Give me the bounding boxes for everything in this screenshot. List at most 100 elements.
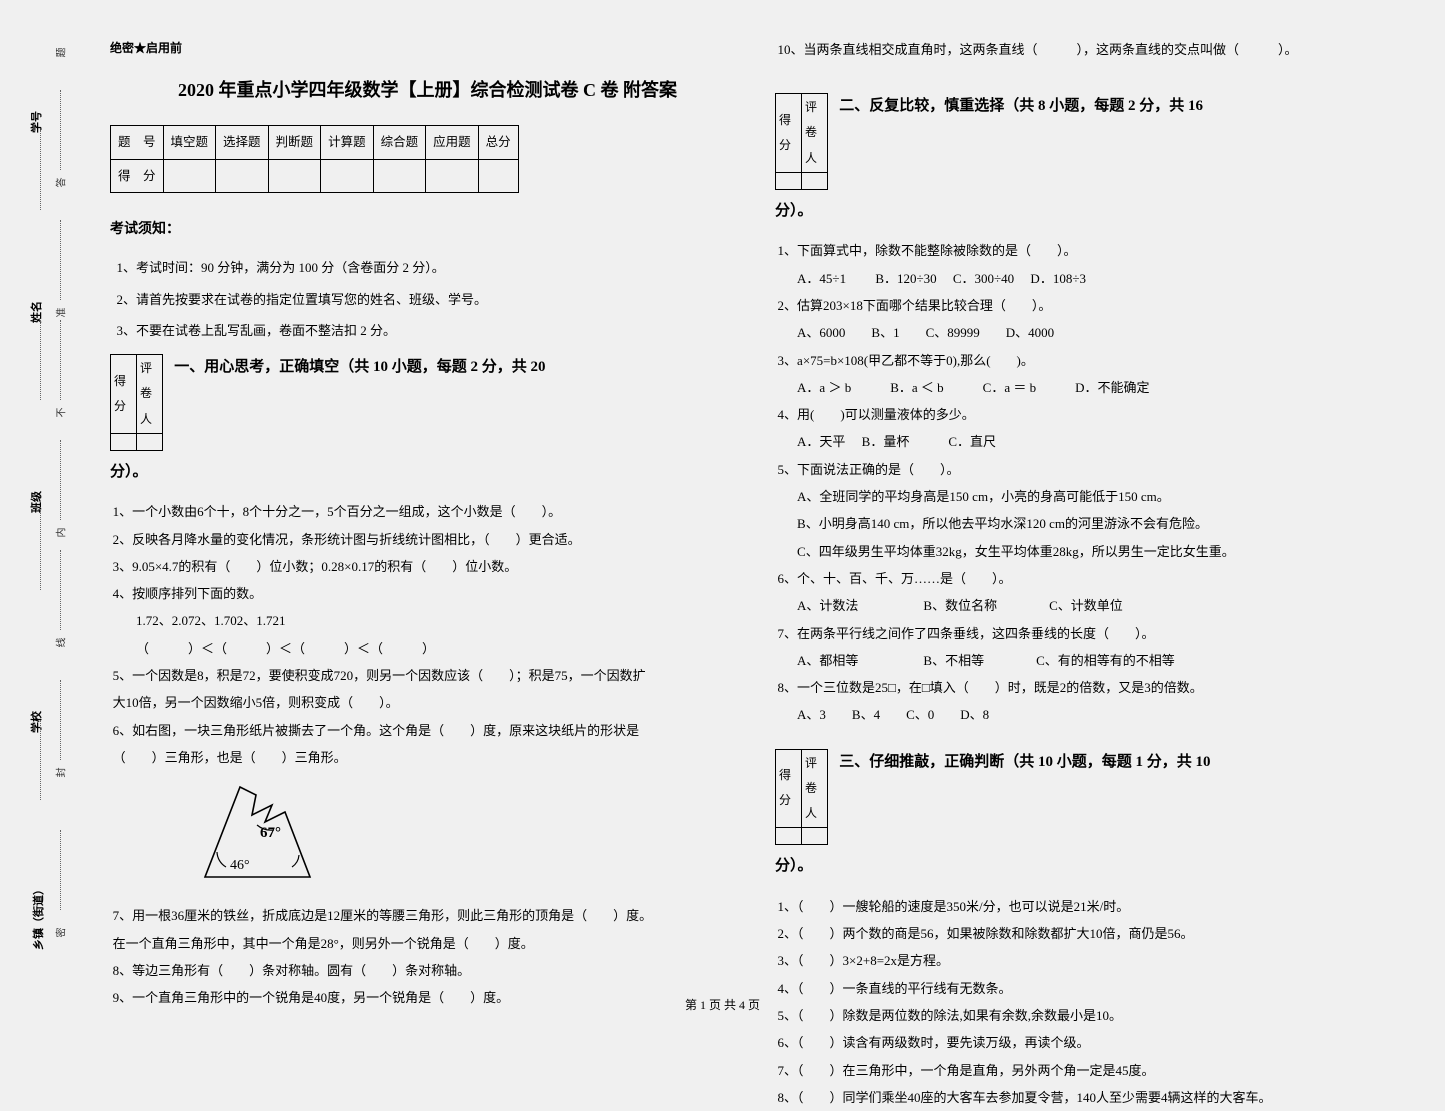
sb-blank (801, 172, 827, 189)
th: 填空题 (163, 126, 216, 159)
sb-blank (801, 828, 827, 845)
seal-mi: 密 (53, 928, 68, 938)
q-choice-4-opts: A．天平 B．量杯 C．直尺 (775, 428, 1385, 455)
score-table: 题 号 填空题 选择题 判断题 计算题 综合题 应用题 总分 得 分 (110, 125, 519, 193)
paper: 绝密★启用前 2020 年重点小学四年级数学【上册】综合检测试卷 C 卷 附答案… (110, 30, 1385, 970)
sb-label: 得分 (775, 749, 801, 828)
seal-nei: 内 (53, 528, 68, 538)
q-fill-1: 1、一个小数由6个十，8个十分之一，5个百分之一组成，这个小数是（ ）。 (110, 498, 745, 525)
td (426, 159, 479, 192)
angle-67: 67° (260, 825, 281, 841)
sb-label: 评卷人 (137, 355, 163, 434)
right-column: 10、当两条直线相交成直角时，这两条直线（ ），这两条直线的交点叫做（ ）。 得… (775, 30, 1385, 970)
q-fill-2: 2、反映各月降水量的变化情况，条形统计图与折线统计图相比，（ ）更合适。 (110, 526, 745, 553)
binding-xx: 学校 (28, 711, 44, 733)
q-choice-7-opts: A、都相等 B、不相等 C、有的相等有的不相等 (775, 647, 1385, 674)
table-row: 题 号 填空题 选择题 判断题 计算题 综合题 应用题 总分 (111, 126, 519, 159)
notice-heading: 考试须知： (110, 215, 745, 244)
th: 计算题 (321, 126, 374, 159)
q-fill-6a: 6、如右图，一块三角形纸片被撕去了一个角。这个角是（ ）度，原来这块纸片的形状是 (110, 717, 745, 744)
q-choice-1: 1、下面算式中，除数不能整除被除数的是（ ）。 (775, 237, 1385, 264)
td (268, 159, 321, 192)
sb-blank (111, 433, 137, 450)
section-3-head: 得分评卷人 三、仔细推敲，正确判断（共 10 小题，每题 1 分，共 10 (775, 743, 1385, 848)
q-judge-6: 6、（ ）读含有两级数时，要先读万级，再读个级。 (775, 1029, 1385, 1056)
secret-line: 绝密★启用前 (110, 36, 745, 61)
angle-46: 46° (230, 858, 250, 873)
seal-feng: 封 (53, 768, 68, 778)
td (216, 159, 269, 192)
td (478, 159, 518, 192)
section-1-title-tail: 分）。 (110, 457, 745, 489)
q-judge-7: 7、（ ）在三角形中，一个角是直角，另外两个角一定是45度。 (775, 1057, 1385, 1084)
q-judge-5: 5、（ ）除数是两位数的除法,如果有余数,余数最小是10。 (775, 1002, 1385, 1029)
sb-label: 得分 (111, 355, 137, 434)
q-choice-8: 8、一个三位数是25□，在□填入（ ）时，既是2的倍数，又是3的倍数。 (775, 674, 1385, 701)
section-3-title: 三、仔细推敲，正确判断（共 10 小题，每题 1 分，共 10 (831, 743, 1210, 779)
q-choice-5b: B、小明身高140 cm，所以他去平均水深120 cm的河里游泳不会有危险。 (775, 510, 1385, 537)
td (163, 159, 216, 192)
th: 题 号 (111, 126, 164, 159)
th: 综合题 (373, 126, 426, 159)
th: 选择题 (216, 126, 269, 159)
sb-label: 得分 (775, 94, 801, 173)
th: 判断题 (268, 126, 321, 159)
sb-label: 评卷人 (801, 94, 827, 173)
q-fill-10: 10、当两条直线相交成直角时，这两条直线（ ），这两条直线的交点叫做（ ）。 (775, 36, 1385, 63)
q-judge-8: 8、（ ）同学们乘坐40座的大客车去参加夏令营，140人至少需要4辆这样的大客车… (775, 1084, 1385, 1111)
sb-blank (775, 172, 801, 189)
section-1-head: 得分评卷人 一、用心思考，正确填空（共 10 小题，每题 2 分，共 20 (110, 348, 745, 453)
seal-zhun: 准 (53, 308, 68, 318)
th: 应用题 (426, 126, 479, 159)
grader-box: 得分评卷人 (110, 354, 163, 451)
q-fill-5a: 5、一个因数是8，积是72，要使积变成720，则另一个因数应该（ ）；积是75，… (110, 662, 745, 689)
td (321, 159, 374, 192)
q-judge-2: 2、（ ）两个数的商是56，如果被除数和除数都扩大10倍，商仍是56。 (775, 920, 1385, 947)
q-fill-4-answer: （ ）＜（ ）＜（ ）＜（ ） (110, 635, 745, 662)
q-choice-2-opts: A、6000 B、1 C、89999 D、4000 (775, 319, 1385, 346)
q-judge-4: 4、（ ）一条直线的平行线有无数条。 (775, 975, 1385, 1002)
section-2-title: 二、反复比较，慎重选择（共 8 小题，每题 2 分，共 16 (831, 87, 1203, 123)
sb-label: 评卷人 (801, 749, 827, 828)
table-row: 得 分 (111, 159, 519, 192)
binding-column: 乡镇（街道） 密 学校 封 线 班级 内 不 姓名 准 学号 答 题 (30, 20, 95, 960)
section-2-head: 得分评卷人 二、反复比较，慎重选择（共 8 小题，每题 2 分，共 16 (775, 87, 1385, 192)
q-choice-4: 4、用( )可以测量液体的多少。 (775, 401, 1385, 428)
q-judge-3: 3、（ ）3×2+8=2x是方程。 (775, 947, 1385, 974)
q-choice-3: 3、a×75=b×108(甲乙都不等于0),那么( )。 (775, 347, 1385, 374)
q-fill-9: 9、一个直角三角形中的一个锐角是40度，另一个锐角是（ ）度。 (110, 984, 745, 1011)
notice-item: 2、请首先按要求在试卷的指定位置填写您的姓名、班级、学号。 (110, 286, 745, 313)
grader-box: 得分评卷人 (775, 93, 828, 190)
q-choice-5c: C、四年级男生平均体重32kg，女生平均体重28kg，所以男生一定比女生重。 (775, 538, 1385, 565)
notice-item: 1、考试时间：90 分钟，满分为 100 分（含卷面分 2 分）。 (110, 254, 745, 281)
torn-triangle-diagram: 46° 67° (190, 777, 745, 896)
q-choice-5a: A、全班同学的平均身高是150 cm，小亮的身高可能低于150 cm。 (775, 483, 1385, 510)
exam-title: 2020 年重点小学四年级数学【上册】综合检测试卷 C 卷 附答案 (110, 73, 745, 107)
q-judge-1: 1、（ ）一艘轮船的速度是350米/分，也可以说是21米/时。 (775, 893, 1385, 920)
q-choice-5: 5、下面说法正确的是（ ）。 (775, 456, 1385, 483)
notice-item: 3、不要在试卷上乱写乱画，卷面不整洁扣 2 分。 (110, 317, 745, 344)
q-fill-7a: 7、用一根36厘米的铁丝，折成底边是12厘米的等腰三角形，则此三角形的顶角是（ … (110, 902, 745, 929)
q-choice-6-opts: A、计数法 B、数位名称 C、计数单位 (775, 592, 1385, 619)
section-3-title-tail: 分）。 (775, 851, 1385, 883)
binding-xz: 乡镇（街道） (30, 884, 46, 950)
q-fill-5b: 大10倍，另一个因数缩小5倍，则积变成（ ）。 (110, 689, 745, 716)
seal-xian: 线 (53, 638, 68, 648)
sb-blank (137, 433, 163, 450)
q-choice-1-opts: A．45÷1 B．120÷30 C．300÷40 D．108÷3 (775, 265, 1385, 292)
q-fill-8: 8、等边三角形有（ ）条对称轴。圆有（ ）条对称轴。 (110, 957, 745, 984)
q-fill-4: 4、按顺序排列下面的数。 (110, 580, 745, 607)
binding-xm: 姓名 (28, 301, 44, 323)
page-footer: 第 1 页 共 4 页 (685, 996, 760, 1013)
q-fill-3: 3、9.05×4.7的积有（ ）位小数；0.28×0.17的积有（ ）位小数。 (110, 553, 745, 580)
q-choice-7: 7、在两条平行线之间作了四条垂线，这四条垂线的长度（ ）。 (775, 620, 1385, 647)
q-choice-6: 6、个、十、百、千、万……是（ ）。 (775, 565, 1385, 592)
q-choice-8-opts: A、3 B、4 C、0 D、8 (775, 701, 1385, 728)
binding-xh: 学号 (28, 111, 44, 133)
seal-ti: 题 (53, 48, 68, 58)
q-fill-6b: （ ）三角形，也是（ ）三角形。 (110, 744, 745, 771)
q-choice-3-opts: A．a ＞ b B．a ＜ b C．a ＝ b D．不能确定 (775, 374, 1385, 401)
td (373, 159, 426, 192)
q-choice-2: 2、估算203×18下面哪个结果比较合理（ ）。 (775, 292, 1385, 319)
sb-blank (775, 828, 801, 845)
